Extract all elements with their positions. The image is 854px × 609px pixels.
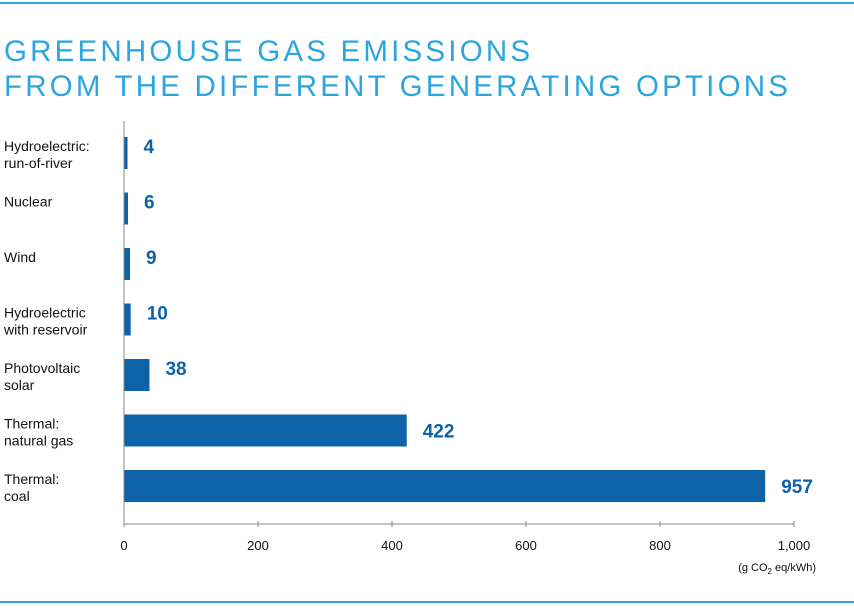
value-labels-group: 4 6 9 10 38 422 957 [144, 137, 813, 498]
category-label-5-line-1: natural gas [4, 433, 73, 449]
category-labels-group: Hydroelectric: run-of-river Nuclear Wind Hyd… [3, 138, 90, 504]
x-axis: 0 200 400 600 800 1,000 (g CO2 eq/kWh) [120, 121, 816, 576]
category-label-5-line-0: Thermal: [4, 416, 59, 432]
x-tick-label-2: 400 [381, 538, 403, 553]
x-tick-label-4: 800 [649, 538, 671, 553]
value-label-1: 6 [144, 193, 155, 214]
category-label-1: Nuclear [4, 194, 53, 210]
unit-suffix: eq/kWh) [772, 562, 816, 574]
category-label-5: Thermal: natural gas [4, 416, 73, 449]
value-label-0: 4 [144, 137, 155, 158]
category-label-6-line-0: Thermal: [4, 471, 59, 487]
bar-2 [124, 248, 131, 280]
category-label-4: Photovoltaic solar [4, 360, 80, 393]
category-label-1-line-0: Nuclear [4, 194, 53, 210]
value-label-2: 9 [146, 248, 157, 269]
bar-6 [124, 470, 766, 502]
bar-1 [124, 192, 129, 225]
chart-title: GREENHOUSE GAS EMISSIONS FROM THE DIFFER… [4, 34, 791, 104]
category-label-6-line-1: coal [4, 488, 30, 504]
category-label-0-line-0: Hydroelectric: [4, 138, 90, 154]
value-label-3: 10 [147, 304, 168, 325]
bar-0 [124, 137, 128, 169]
bar-5 [124, 414, 407, 447]
chart-title-line-1: GREENHOUSE GAS EMISSIONS [4, 35, 534, 68]
bar-4 [124, 359, 150, 391]
category-label-3-line-1: with reservoir [3, 322, 88, 338]
category-label-0-line-1: run-of-river [4, 155, 73, 171]
bars-group [124, 137, 766, 502]
x-tick-label-5: 1,000 [778, 538, 811, 553]
x-tick-label-1: 200 [247, 538, 269, 553]
category-label-4-line-0: Photovoltaic [4, 360, 80, 376]
category-label-2: Wind [4, 249, 36, 265]
bar-3 [124, 303, 131, 336]
unit-prefix: (g CO [738, 562, 768, 574]
x-tick-label-0: 0 [120, 538, 127, 553]
category-label-2-line-0: Wind [4, 249, 36, 265]
category-label-3-line-0: Hydroelectric [4, 305, 86, 321]
value-label-6: 957 [781, 477, 813, 498]
category-label-4-line-1: solar [4, 377, 35, 393]
x-axis-unit-label: (g CO2 eq/kWh) [738, 562, 816, 576]
value-label-5: 422 [423, 422, 455, 443]
bottom-rule [0, 601, 854, 603]
value-label-4: 38 [165, 359, 186, 380]
top-rule [0, 2, 854, 4]
category-label-3: Hydroelectric with reservoir [3, 305, 88, 338]
unit-subscript: 2 [768, 567, 773, 576]
category-label-6: Thermal: coal [4, 471, 59, 504]
category-label-0: Hydroelectric: run-of-river [4, 138, 90, 171]
x-tick-label-3: 600 [515, 538, 537, 553]
chart-title-line-2: FROM THE DIFFERENT GENERATING OPTIONS [4, 70, 792, 103]
